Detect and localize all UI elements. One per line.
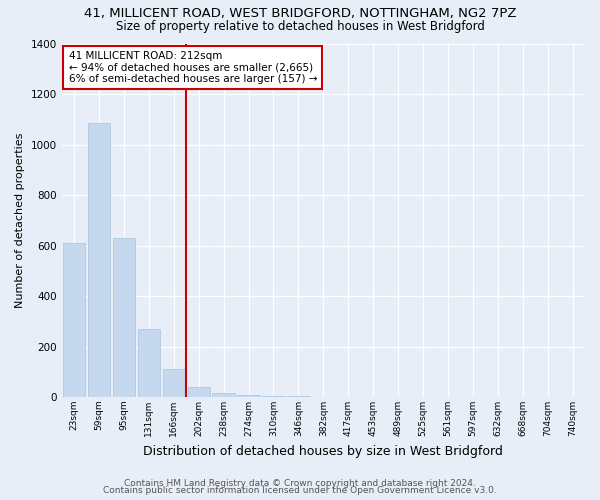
Bar — [262, 396, 285, 397]
Bar — [212, 392, 235, 397]
Bar — [113, 238, 135, 397]
Bar — [163, 370, 185, 397]
X-axis label: Distribution of detached houses by size in West Bridgford: Distribution of detached houses by size … — [143, 444, 503, 458]
Y-axis label: Number of detached properties: Number of detached properties — [15, 133, 25, 308]
Bar — [188, 388, 210, 397]
Bar — [238, 395, 260, 397]
Bar — [287, 396, 310, 397]
Text: Contains HM Land Registry data © Crown copyright and database right 2024.: Contains HM Land Registry data © Crown c… — [124, 478, 476, 488]
Text: Contains public sector information licensed under the Open Government Licence v3: Contains public sector information licen… — [103, 486, 497, 495]
Bar — [88, 124, 110, 397]
Text: 41 MILLICENT ROAD: 212sqm
← 94% of detached houses are smaller (2,665)
6% of sem: 41 MILLICENT ROAD: 212sqm ← 94% of detac… — [68, 51, 317, 84]
Bar — [63, 243, 85, 397]
Text: Size of property relative to detached houses in West Bridgford: Size of property relative to detached ho… — [116, 20, 484, 33]
Bar — [137, 329, 160, 397]
Text: 41, MILLICENT ROAD, WEST BRIDGFORD, NOTTINGHAM, NG2 7PZ: 41, MILLICENT ROAD, WEST BRIDGFORD, NOTT… — [84, 8, 516, 20]
Bar — [312, 396, 335, 397]
